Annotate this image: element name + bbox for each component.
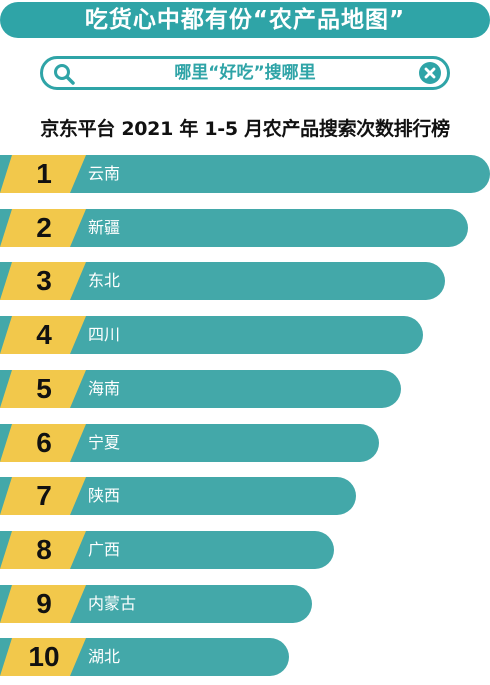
- rank-number: 3: [36, 265, 52, 296]
- region-label: 新疆: [88, 218, 121, 237]
- rank-tab-shape: [0, 585, 86, 623]
- region-label: 陕西: [88, 486, 121, 505]
- rank-number: 2: [36, 212, 52, 243]
- rank-number: 10: [28, 641, 60, 672]
- rank-tab: [0, 638, 86, 676]
- region-label: 云南: [88, 164, 121, 183]
- rank-tab: [0, 155, 86, 193]
- rank-tab: [0, 585, 86, 623]
- rank-tab: [0, 209, 86, 247]
- rank-tab: [0, 477, 86, 515]
- search-query[interactable]: 哪里“好吃”搜哪里: [174, 63, 316, 83]
- region-label: 四川: [88, 325, 121, 344]
- rank-number: 7: [36, 480, 52, 511]
- search-bar[interactable]: 哪里“好吃”搜哪里: [40, 56, 450, 90]
- region-label: 海南: [88, 379, 121, 398]
- region-label: 广西: [88, 540, 121, 559]
- search-icon[interactable]: [53, 63, 75, 85]
- rank-number: 6: [36, 427, 52, 458]
- rank-tab-shape: [0, 638, 86, 676]
- rank-tab: [0, 531, 86, 569]
- rank-tab-shape: [0, 424, 86, 462]
- region-label: 宁夏: [88, 433, 121, 452]
- rank-number: 9: [36, 588, 52, 619]
- rank-tab-shape: [0, 370, 86, 408]
- rank-number: 5: [36, 373, 52, 404]
- ranking-chart: 1 云南 2 新疆 3 东北 4 四川 5 海南 6 宁夏 7 陕西 8 广西 9 内蒙古 10 湖北: [0, 155, 490, 685]
- rank-tab-shape: [0, 477, 86, 515]
- rank-tab: [0, 370, 86, 408]
- region-label: 湖北: [88, 647, 121, 666]
- rank-number: 8: [36, 534, 52, 565]
- chart-title: 京东平台 2021 年 1-5 月农产品搜索次数排行榜: [40, 118, 450, 140]
- rank-tab: [0, 424, 86, 462]
- region-label: 东北: [88, 271, 121, 290]
- rank-tab-shape: [0, 316, 86, 354]
- rank-tab-shape: [0, 155, 86, 193]
- rank-tab-shape: [0, 262, 86, 300]
- banner-title: 吃货心中都有份“农产品地图”: [0, 2, 490, 38]
- rank-tab: [0, 262, 86, 300]
- region-label: 内蒙古: [88, 594, 137, 613]
- close-circle-icon[interactable]: [419, 62, 441, 84]
- rank-number: 1: [36, 158, 52, 189]
- rank-tab-shape: [0, 531, 86, 569]
- rank-number: 4: [36, 319, 52, 350]
- rank-tab: [0, 316, 86, 354]
- rank-tab-shape: [0, 209, 86, 247]
